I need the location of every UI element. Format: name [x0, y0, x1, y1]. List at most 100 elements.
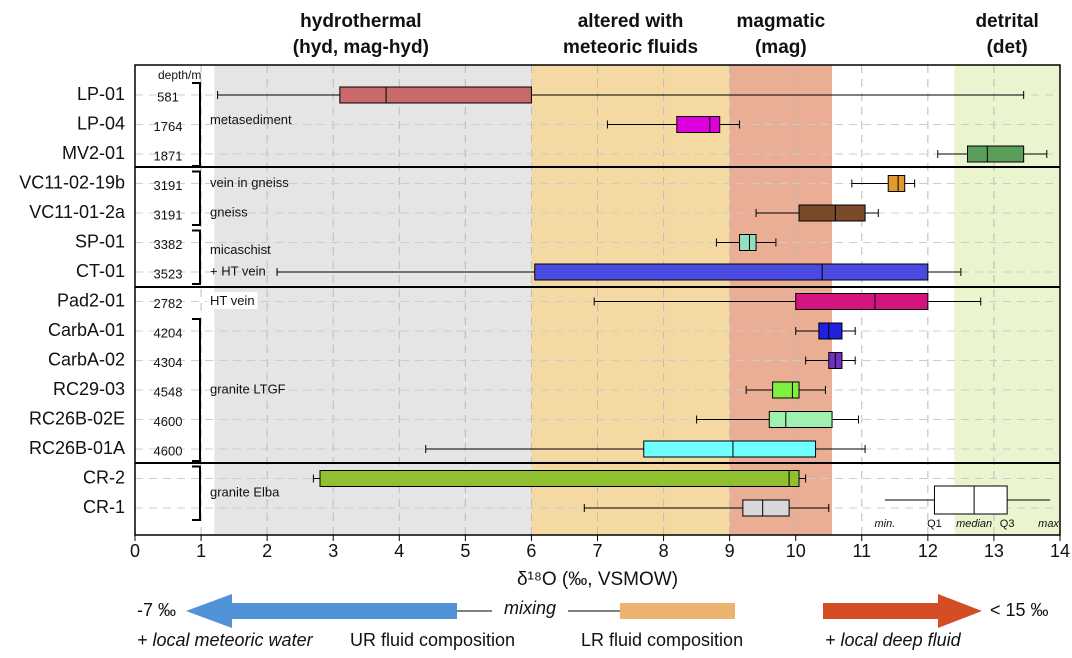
bracket [192, 465, 201, 521]
region-label: (det) [987, 37, 1028, 58]
region [214, 65, 532, 535]
bottom-label: < 15 ‰ [990, 600, 1049, 620]
category-label: LP-01 [77, 84, 125, 104]
box [818, 322, 843, 340]
depth: 3523 [154, 266, 183, 281]
group-label: vein in gneiss [210, 175, 289, 190]
x-tick-label: 9 [725, 541, 735, 561]
region-label: detrital [975, 11, 1038, 32]
box [768, 411, 833, 428]
region-label: magmatic [736, 11, 825, 32]
x-tick-label: 10 [786, 541, 806, 561]
depth: 1764 [154, 119, 183, 134]
x-tick-label: 13 [984, 541, 1004, 561]
x-tick-label: 14 [1050, 541, 1070, 561]
category-label: MV2-01 [62, 143, 125, 163]
depth: 1871 [154, 148, 183, 163]
box [534, 263, 929, 281]
box [887, 175, 906, 192]
bottom-label: UR fluid composition [350, 630, 515, 650]
depth: 581 [157, 89, 179, 104]
x-tick-label: 12 [918, 541, 938, 561]
lr-bar [620, 603, 735, 619]
box [739, 234, 757, 251]
depth: 3191 [154, 178, 183, 193]
region-label: (mag) [755, 37, 807, 58]
category-label: RC26B-01A [29, 438, 125, 458]
legend-label: max. [1038, 518, 1062, 530]
box [676, 116, 721, 133]
x-tick-label: 2 [262, 541, 272, 561]
category-label: CarbA-01 [48, 320, 125, 340]
bracket [192, 170, 201, 226]
depth: 4600 [154, 443, 183, 458]
legend-label: Q3 [1000, 518, 1015, 530]
x-tick-label: 8 [659, 541, 669, 561]
group-label: + HT vein [210, 263, 266, 278]
legend-box [933, 485, 1008, 515]
x-tick-label: 6 [526, 541, 536, 561]
category-label: CT-01 [76, 261, 125, 281]
legend-label: Q1 [927, 518, 942, 530]
category-label: RC26B-02E [29, 408, 125, 428]
depth: 3382 [154, 237, 183, 252]
depth: 4548 [154, 384, 183, 399]
x-tick-label: 7 [592, 541, 602, 561]
x-tick-label: 5 [460, 541, 470, 561]
category-label: LP-04 [77, 113, 125, 133]
depth: 4304 [154, 355, 183, 370]
category-label: VC11-01-2a [29, 202, 126, 222]
box [795, 293, 929, 310]
bottom-label: + local meteoric water [137, 630, 314, 650]
box [339, 86, 532, 104]
depth: 4204 [154, 325, 183, 340]
box [967, 145, 1025, 163]
category-label: CarbA-02 [48, 349, 125, 369]
bottom-label: -7 ‰ [137, 600, 176, 620]
region-label: altered with [578, 11, 684, 32]
x-tick-label: 0 [130, 541, 140, 561]
group-label: gneiss [210, 204, 248, 219]
box [798, 204, 866, 222]
category-label: Pad2-01 [57, 290, 125, 310]
bottom-label: mixing [504, 598, 556, 618]
bracket [192, 318, 201, 462]
x-tick-label: 11 [852, 541, 871, 561]
x-tick-label: 1 [196, 541, 206, 561]
arrow-left [186, 594, 457, 628]
category-label: VC11-02-19b [19, 172, 125, 192]
category-label: SP-01 [75, 231, 125, 251]
region-label: (hyd, mag-hyd) [293, 37, 429, 58]
legend-label: min. [875, 518, 896, 530]
region [531, 65, 730, 535]
depth: 4600 [154, 414, 183, 429]
box [772, 381, 800, 399]
region-label: meteoric fluids [563, 37, 698, 58]
group-label: metasediment [210, 112, 292, 127]
bracket [192, 229, 201, 285]
bottom-label: + local deep fluid [825, 630, 962, 650]
region-label: hydrothermal [300, 11, 421, 32]
box [742, 499, 790, 517]
group-label: granite Elba [210, 485, 280, 500]
depth: 3191 [154, 207, 183, 222]
group-label: micaschist [210, 242, 271, 257]
x-tick-label: 4 [394, 541, 404, 561]
legend-label: median [956, 518, 992, 530]
box [643, 440, 817, 458]
category-label: RC29-03 [53, 379, 125, 399]
category-label: CR-2 [83, 467, 125, 487]
depth: 2782 [154, 296, 183, 311]
bracket [192, 82, 201, 167]
group-label: granite LTGF [210, 381, 286, 396]
x-tick-label: 3 [328, 541, 338, 561]
label-bg [207, 291, 258, 309]
region [954, 65, 1060, 535]
group-label: HT vein [210, 293, 255, 308]
box [319, 470, 800, 487]
category-label: CR-1 [83, 497, 125, 517]
arrow-right [823, 594, 982, 628]
bottom-label: LR fluid composition [581, 630, 743, 650]
depth-header: depth/m [158, 68, 201, 82]
